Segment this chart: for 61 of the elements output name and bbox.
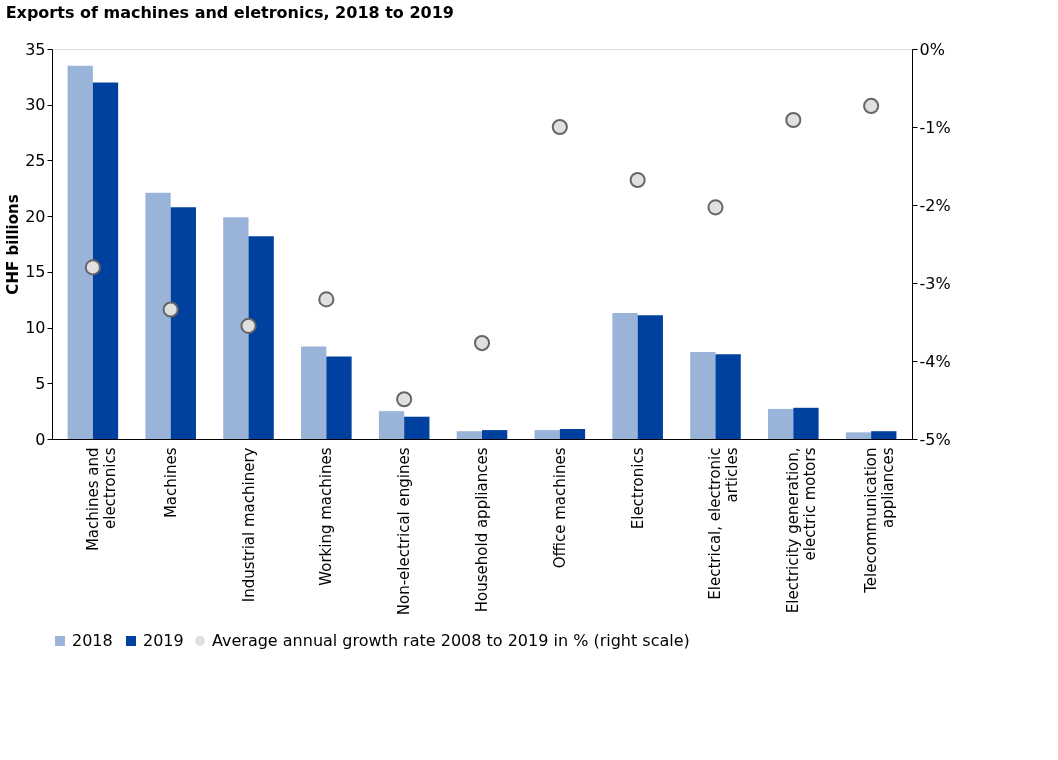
y-tick-label: 10 (25, 318, 46, 338)
bar (378, 411, 405, 439)
bar (768, 408, 794, 439)
bar (326, 356, 352, 439)
y2-tick-label: -3% (919, 273, 951, 293)
bar (301, 346, 327, 439)
y-tick-label: 0 (35, 429, 46, 449)
bar (145, 192, 171, 439)
y-tick-label: 30 (25, 95, 46, 115)
y2-tick-label: -1% (919, 117, 951, 137)
bar (170, 207, 196, 439)
point (318, 291, 335, 308)
bar (559, 428, 586, 439)
point (629, 171, 646, 189)
bar (482, 430, 508, 439)
bar (92, 82, 119, 439)
bar (534, 430, 560, 439)
bar (612, 313, 638, 439)
point (863, 97, 880, 114)
y2-tick-label: -4% (919, 351, 951, 371)
bar (67, 65, 93, 439)
y-axis-title: CHF billions (4, 194, 23, 295)
x-tick-label: Machines (161, 447, 180, 519)
bar (871, 431, 897, 439)
x-tick-label: Office machines (550, 447, 569, 569)
y-tick-label: 20 (25, 206, 46, 226)
bar (793, 407, 819, 439)
point (162, 301, 179, 318)
point (551, 118, 568, 136)
x-tick-label: Household appliances (473, 447, 491, 613)
legend-label: Average annual growth rate 2008 to 2019 in % (right scale) (212, 631, 690, 650)
bar (223, 217, 249, 439)
y2-tick-label: 0% (919, 39, 945, 59)
bar (248, 236, 274, 439)
x-tick-label: Industrial machinery (239, 447, 258, 603)
bar (690, 352, 716, 439)
point (707, 199, 724, 216)
bar (845, 432, 872, 439)
bar (404, 416, 430, 439)
y-tick-label: 25 (25, 150, 46, 170)
x-tick-label: Non-electrical engines (395, 447, 414, 616)
bar (715, 354, 741, 439)
legend-label: 2019 (143, 631, 184, 650)
bar (456, 431, 482, 439)
legend-label: 2018 (72, 631, 113, 650)
x-tick-label: Electrical, electronic articles (706, 447, 742, 600)
x-tick-label: Machines and electronics (83, 447, 119, 552)
chart-title: Exports of machines and eletronics, 2018 to 2019 (5, 3, 454, 22)
y-tick-label: 35 (25, 39, 46, 59)
y-tick-label: 15 (25, 262, 46, 282)
point (473, 335, 491, 352)
x-tick-label: Working machines (317, 447, 336, 586)
x-tick-label: Electronics (628, 447, 647, 530)
y2-tick-label: -5% (919, 429, 951, 449)
point (240, 317, 257, 334)
y-tick-label: 5 (35, 373, 46, 393)
point (84, 259, 101, 276)
y2-tick-label: -2% (919, 195, 951, 215)
bar (637, 315, 663, 439)
point (785, 111, 802, 129)
point (396, 391, 413, 408)
